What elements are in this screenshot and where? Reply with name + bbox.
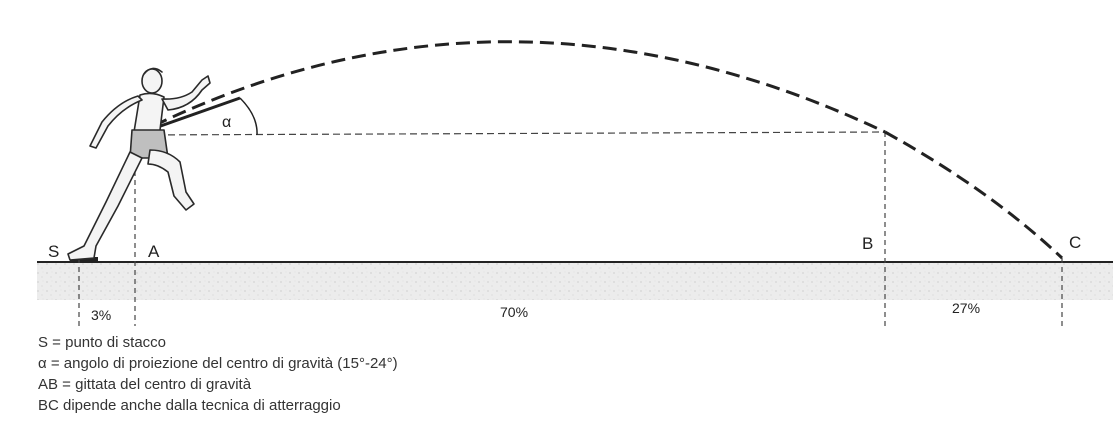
segment-label-sa: 3% xyxy=(91,307,111,323)
point-label-s: S xyxy=(48,242,59,261)
landing-curve xyxy=(884,130,1064,260)
legend-item: S = punto di stacco xyxy=(38,334,166,351)
athlete-figure xyxy=(67,67,211,261)
segment-label-ab: 70% xyxy=(500,304,528,320)
angle-arc xyxy=(239,97,258,136)
legend-item: AB = gittata del centro di gravità xyxy=(38,376,252,393)
legend-item: α = angolo di proiezione del centro di g… xyxy=(38,355,398,372)
legend-item: BC dipende anche dalla tecnica di atterr… xyxy=(38,397,341,414)
gravity-center-level-line xyxy=(134,131,886,136)
point-label-a: A xyxy=(148,242,160,261)
angle-label: α xyxy=(222,114,231,131)
ground-strip xyxy=(37,262,1113,300)
segment-label-bc: 27% xyxy=(952,300,980,316)
point-label-b: B xyxy=(862,234,873,253)
legend: S = punto di stacco α = angolo di proiez… xyxy=(38,332,398,416)
point-label-c: C xyxy=(1069,233,1081,252)
trajectory-curve xyxy=(134,40,886,137)
